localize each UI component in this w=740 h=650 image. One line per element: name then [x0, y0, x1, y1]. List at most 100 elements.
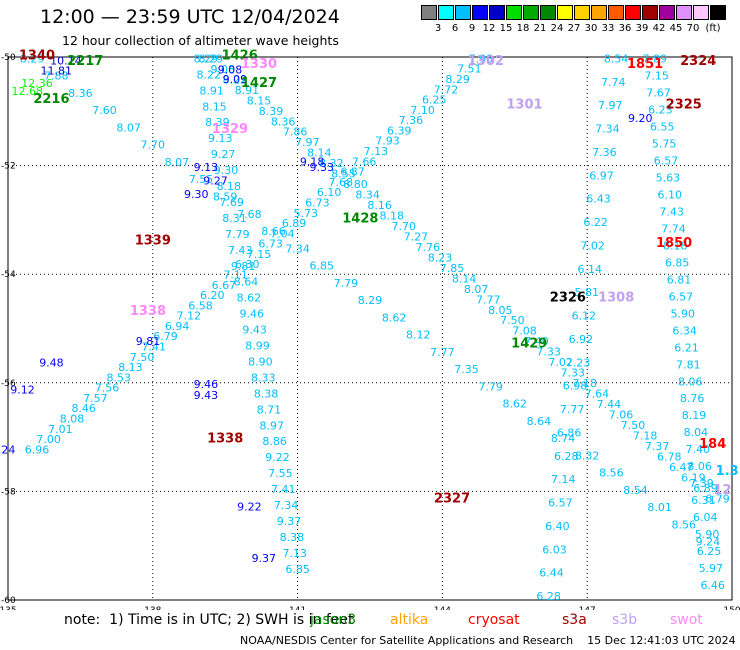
wave-height-point: 6.39 [387, 124, 412, 137]
wave-height-point: 6.67 [212, 279, 237, 292]
wave-height-point: 6.21 [674, 341, 699, 354]
wave-height-point: 10.14 [50, 55, 82, 68]
wave-height-point: 7.79 [334, 277, 359, 290]
wave-height-point: 11.81 [41, 64, 73, 77]
time-annotation: 1426 [222, 49, 258, 64]
wave-height-point: 6.46 [700, 579, 725, 592]
wave-height-point: 9.48 [39, 357, 64, 370]
time-annotation: 1339 [135, 233, 171, 248]
wave-height-point: 6.04 [693, 511, 718, 524]
legend-swatch [659, 5, 675, 20]
wave-height-point: 7.97 [295, 136, 320, 149]
time-annotation: 1338 [207, 432, 243, 447]
wave-height-point: 7.15 [247, 248, 272, 261]
time-annotation: 2217 [67, 54, 103, 69]
wave-height-point: 8.22 [223, 73, 248, 86]
legend-label: 42 [652, 23, 666, 34]
wave-height-point: 8.33 [251, 371, 276, 384]
wave-height-point: 9.20 [628, 112, 653, 125]
x-tick-label: 141 [289, 606, 306, 610]
wave-height-point: 8.76 [680, 392, 705, 405]
wave-height-point: 5.90 [695, 528, 720, 541]
wave-height-point: 6.14 [577, 263, 602, 276]
wave-height-point: 5.81 [575, 286, 600, 299]
wave-height-point: 7.55 [189, 173, 214, 186]
wave-height-point: 9.22 [265, 451, 290, 464]
wave-height-point: 7.06 [609, 408, 634, 421]
legend-label: 9 [468, 23, 476, 34]
legend-swatch [608, 5, 624, 20]
wave-height-point: 8.29 [194, 52, 219, 65]
legend-label: 36 [618, 23, 632, 34]
legend-swatch [574, 5, 590, 20]
wave-height-point: 7.41 [271, 483, 296, 496]
plot-frame [7, 56, 733, 601]
wave-height-point: 8.13 [118, 361, 143, 374]
wave-height-point: 7.93 [375, 135, 400, 148]
wave-height-point: 8.66 [261, 225, 286, 238]
wave-height-point: 7.50 [621, 419, 646, 432]
wave-height-point: 7.33 [536, 346, 561, 359]
wave-height-point: 8.05 [488, 304, 513, 317]
wave-height-point: 8.18 [663, 239, 688, 252]
wave-height-point: 7.86 [283, 126, 308, 139]
wave-height-point: 8.46 [71, 402, 96, 415]
wave-height-point: 6.22 [583, 216, 608, 229]
wave-height-point: 8.91 [199, 84, 224, 97]
legend-swatch [472, 5, 488, 20]
legend-label: 18 [516, 23, 530, 34]
time-annotation: 12 [713, 483, 731, 498]
wave-height-point: 8.39 [259, 105, 284, 118]
wave-height-point: 7.00 [36, 433, 61, 446]
wave-height-point: 9.08 [218, 63, 243, 76]
wave-height-point: 7.77 [560, 403, 585, 416]
wave-height-point: 6.44 [539, 567, 564, 580]
wave-height-point: 8.59 [213, 191, 238, 204]
wave-height-point: 7.34 [595, 123, 620, 136]
wave-height-point: 6.85 [309, 260, 334, 273]
x-tick-label: 150 [723, 606, 740, 610]
legend-label: 24 [550, 23, 564, 34]
wave-height-point: 8.15 [247, 94, 272, 107]
wave-height-point: 8.06 [687, 460, 712, 473]
wave-height-point: 8.55 [331, 168, 356, 181]
legend-swatch [523, 5, 539, 20]
wave-height-point: 8.36 [271, 115, 296, 128]
wave-height-point: 8.71 [257, 403, 282, 416]
legend-label: 45 [669, 23, 683, 34]
time-annotation: 1427 [241, 76, 277, 91]
wave-height-point: 6.30 [235, 258, 260, 271]
wave-height-point: 8.99 [245, 340, 270, 353]
wave-height-point: 6.58 [188, 299, 213, 312]
wave-height-point: 7.02 [548, 356, 573, 369]
wave-height-point: 8.32 [319, 157, 344, 170]
wave-height-point: 6.28 [554, 450, 579, 463]
wave-height-point: 7.72 [434, 83, 459, 96]
wave-height-point: 7.76 [416, 241, 441, 254]
wave-height-point: 6.47 [669, 461, 694, 474]
wave-height-point: 5.73 [293, 207, 318, 220]
wave-height-point: 7.40 [524, 335, 549, 348]
wave-height-point: 5.97 [699, 562, 724, 575]
plot-border [7, 56, 733, 601]
wave-height-point: 6.40 [545, 520, 570, 533]
wave-height-point: 8.06 [678, 375, 703, 388]
time-annotation: 1302 [468, 54, 504, 69]
wave-height-point: 8.80 [343, 178, 368, 191]
wave-height-point: 6.73 [305, 196, 330, 209]
x-tick-label: 144 [434, 606, 451, 610]
legend-swatch [625, 5, 641, 20]
time-annotation: 1.3 [716, 464, 739, 479]
time-annotation: 2216 [33, 92, 69, 107]
wave-height-point: 7.64 [585, 388, 610, 401]
wave-height-point: 12.36 [21, 77, 53, 90]
wave-height-point: 8.62 [382, 311, 407, 324]
wave-height-point: 6.57 [654, 154, 679, 167]
wave-height-point: 6.25 [697, 545, 722, 558]
wave-height-point: 7.11 [223, 268, 248, 281]
wave-height-point: 6.89 [693, 482, 718, 495]
wave-height-point: 9.27 [211, 148, 236, 161]
time-annotation: 2324 [680, 54, 716, 69]
wave-height-point: 8.62 [237, 292, 262, 305]
y-tick-label: -58 [1, 487, 16, 497]
